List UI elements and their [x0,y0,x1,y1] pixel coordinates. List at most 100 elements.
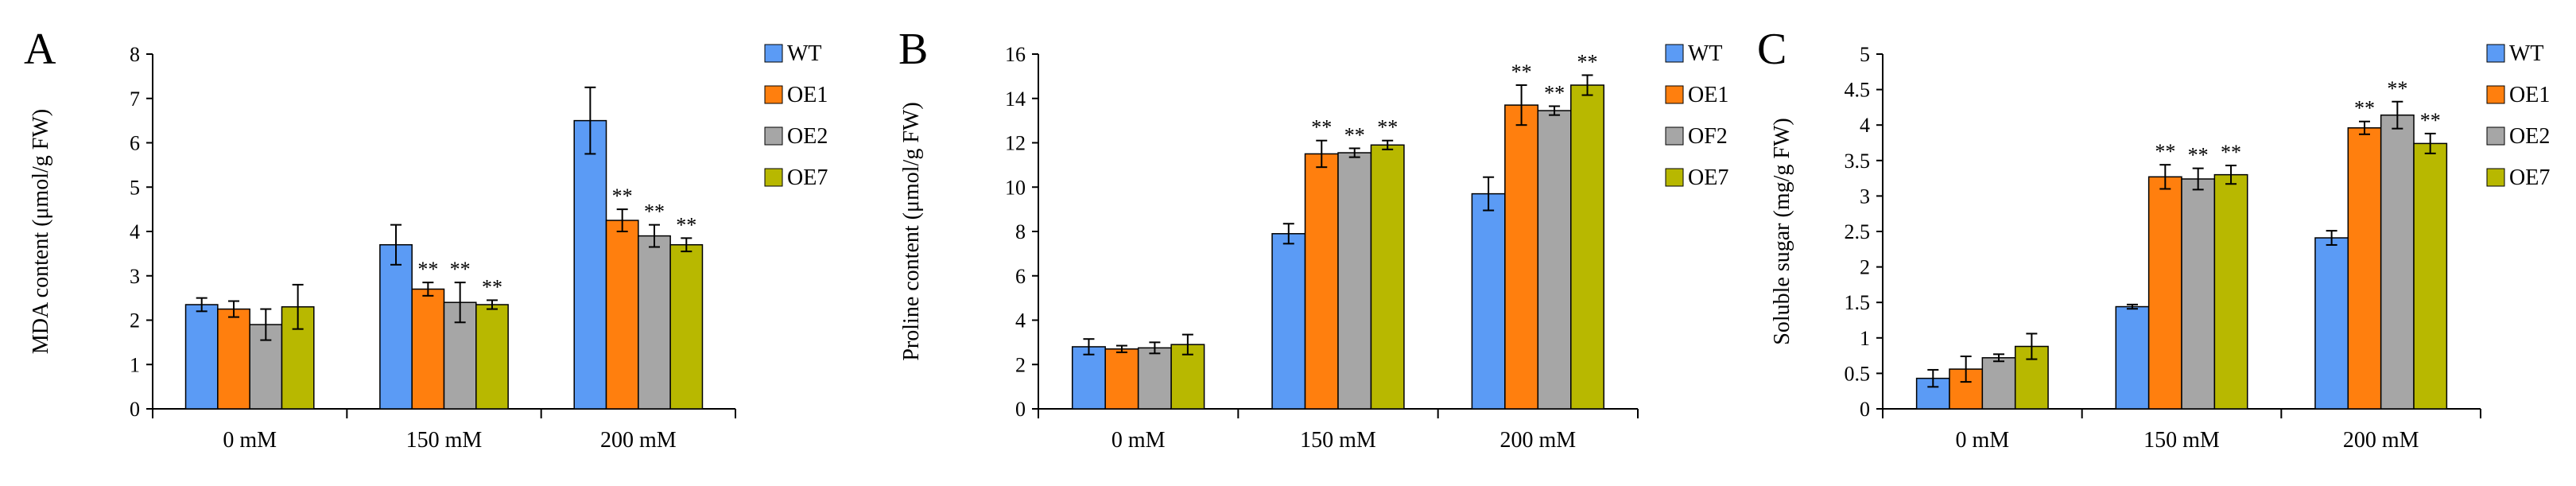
bar-wt [1271,233,1306,410]
y-tick-label: 5 [130,176,140,199]
legend-swatch-oe2 [764,126,783,146]
bar-oe7 [1370,144,1405,410]
legend-label-oe2: OE2 [787,124,828,149]
x-category-label: 150 mM [1300,428,1376,453]
y-tick-label: 2 [1860,256,1870,279]
chart-a-svg: A 0 1 2 3 4 5 6 7 8 MDA content (μmol/g FW) 0 mM 150… [24,25,828,453]
y-tick-label: 1 [130,353,140,376]
bar-oe1 [2347,127,2382,410]
y-tick-label: 3 [130,265,140,288]
significance-label: ** [2420,109,2441,132]
y-tick-label: 14 [1005,87,1026,111]
legend-swatch-oe7 [764,168,783,187]
significance-label: ** [676,213,696,236]
panel-label-c: C [1757,25,1787,74]
significance-label: ** [612,185,633,208]
y-tick-label: 16 [1005,43,1026,66]
bar-oe2 [638,235,671,410]
y-tick-label: 1 [1860,327,1870,350]
y-tick-label: 6 [1015,265,1026,288]
significance-label: ** [2188,144,2209,167]
y-tick-label: 3 [1860,185,1870,208]
x-category-label: 0 mM [1955,428,2009,453]
legend-label-oe1: OE1 [2509,83,2550,107]
legend-label-oe7: OE7 [787,165,828,190]
legend-swatch-wt [1665,44,1684,63]
legend-swatch-oe2 [2486,126,2505,146]
significance-label: ** [2387,77,2407,100]
x-category-label: 200 mM [600,428,677,453]
legend-label-oe1: OE1 [787,83,828,107]
y-tick-label: 0 [1015,398,1026,421]
bar-oe2 [443,301,477,410]
y-tick-label: 4 [130,220,140,243]
bar-of2 [1137,347,1172,410]
bar-oe2 [1981,357,2016,410]
y-tick-label: 4.5 [1845,79,1871,102]
significance-label: ** [2155,140,2175,163]
bar-wt [2314,237,2349,410]
legend-swatch-oe1 [764,85,783,104]
x-category-label: 150 mM [406,428,483,453]
bar-wt [1471,192,1506,410]
legend-swatch-wt [2486,44,2505,63]
bar-wt [1071,346,1106,410]
significance-label: ** [482,275,502,298]
panel-label-a: A [24,25,56,74]
bar-oe1 [605,220,639,410]
significance-label: ** [1377,116,1398,139]
y-tick-label: 4 [1860,114,1870,137]
y-tick-label: 8 [1015,220,1026,243]
legend-label-wt: WT [1688,41,1723,66]
bar-oe1 [217,308,250,410]
y-tick-label: 8 [130,43,140,66]
significance-label: ** [1344,123,1365,146]
x-category-label: 200 mM [2343,428,2419,453]
bar-oe1 [1104,348,1139,410]
legend-swatch-oe1 [2486,85,2505,104]
legend-label-oe7: OE7 [1688,165,1728,190]
bar-oe7 [475,304,509,410]
chart-b-svg: B 0 2 4 6 8 10 12 14 16 Proline content (μmol/g FW… [898,25,1728,453]
bar-of2 [1537,110,1572,410]
x-category-label: 150 mM [2143,428,2220,453]
legend-swatch-wt [764,44,783,63]
significance-label: ** [1311,116,1332,139]
y-axis-label: MDA content (μmol/g FW) [29,109,53,354]
bar-oe2 [2380,114,2415,410]
bar-oe1 [1504,104,1539,410]
bar-oe1 [1304,153,1339,410]
bar-oe7 [1570,84,1605,410]
bar-wt [2115,305,2150,410]
x-category-label: 0 mM [1111,428,1166,453]
significance-label: ** [417,258,438,281]
bar-oe7 [669,243,704,410]
significance-label: ** [2221,141,2241,164]
y-tick-label: 3.5 [1845,150,1871,173]
chart-c-svg: C 0 0.5 1 1.5 2 2.5 3 3.5 4 4.5 5 Soluble sugar (mg/… [1757,25,2550,453]
significance-label: ** [450,258,471,281]
bar-wt [379,243,413,410]
bar-wt [184,304,219,410]
significance-label: ** [1544,82,1565,105]
y-axis-label: Proline content (μmol/g FW) [899,102,924,360]
bar-oe7 [2213,173,2248,410]
y-axis-label: Soluble sugar (mg/g FW) [1770,118,1794,344]
legend-label-oe2: OE2 [2509,124,2550,149]
significance-label: ** [2354,97,2375,120]
y-tick-label: 1.5 [1845,291,1871,314]
y-tick-label: 2.5 [1845,220,1871,243]
bar-oe1 [411,288,445,410]
panel-label-b: B [898,25,928,74]
bar-oe2 [2181,178,2216,410]
legend-label-oe1: OE1 [1688,83,1728,107]
y-tick-label: 10 [1005,176,1026,199]
significance-label: ** [644,200,665,224]
legend-label-wt: WT [2509,41,2544,66]
significance-label: ** [1511,60,1532,84]
x-category-label: 200 mM [1499,428,1576,453]
bar-oe1 [2147,176,2182,410]
legend-label-oe7: OE7 [2509,165,2550,190]
significance-label: ** [1577,50,1598,73]
legend-label-wt: WT [787,41,822,66]
